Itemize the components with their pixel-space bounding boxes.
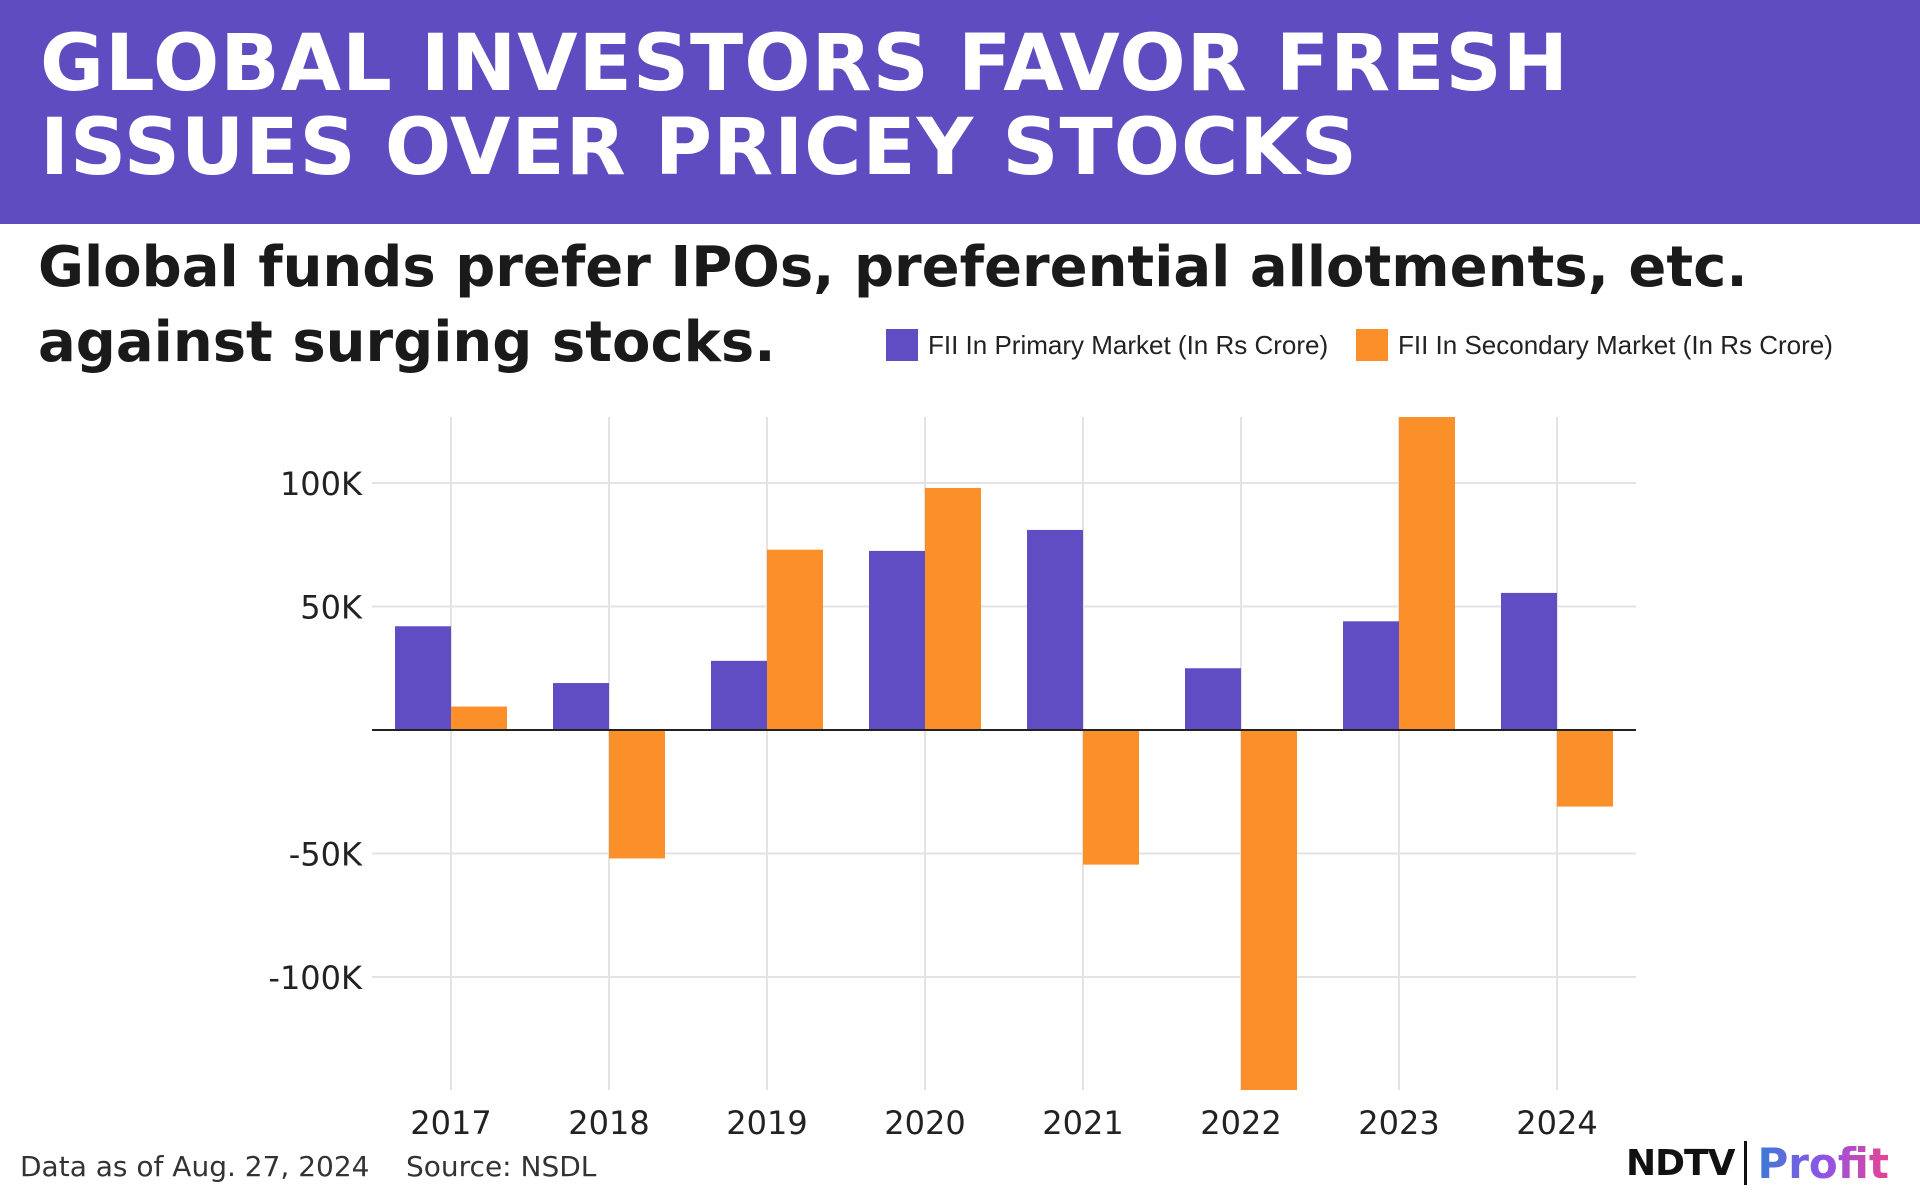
x-tick-label: 2019 (726, 1104, 807, 1142)
bar-secondary (1399, 417, 1455, 730)
chart-title: GLOBAL INVESTORS FAVOR FRESH ISSUES OVER… (40, 22, 1569, 190)
header-banner: GLOBAL INVESTORS FAVOR FRESH ISSUES OVER… (0, 0, 1920, 224)
y-tick-label: -100K (268, 959, 363, 997)
chart-title-line-1: GLOBAL INVESTORS FAVOR FRESH (40, 19, 1569, 109)
legend-swatch-primary (886, 329, 918, 361)
bar-primary (869, 550, 925, 730)
bar-secondary (1083, 730, 1139, 865)
y-tick-label: 100K (280, 465, 363, 503)
bar-primary (553, 683, 609, 730)
source-note: Source: NSDL (406, 1150, 597, 1183)
bar-secondary (1557, 730, 1613, 807)
chart-subtitle-line-2: against surging stocks. (38, 310, 776, 375)
x-tick-label: 2024 (1516, 1104, 1597, 1142)
x-tick-label: 2020 (884, 1104, 965, 1142)
legend-label-secondary: FII In Secondary Market (In Rs Crore) (1398, 329, 1833, 360)
chart-title-line-2: ISSUES OVER PRICEY STOCKS (40, 103, 1358, 193)
y-tick-label: -50K (289, 836, 363, 874)
bar-secondary (1241, 730, 1297, 1090)
bar-primary (395, 626, 451, 730)
chart-subtitle-line-1: Global funds prefer IPOs, preferential a… (38, 235, 1748, 300)
x-tick-label: 2022 (1200, 1104, 1281, 1142)
legend-item-secondary: FII In Secondary Market (In Rs Crore) (1356, 328, 1833, 362)
x-tick-label: 2017 (410, 1104, 491, 1142)
x-tick-label: 2021 (1042, 1104, 1123, 1142)
bar-secondary (767, 549, 823, 730)
bar-primary (1343, 621, 1399, 730)
logo-product-text: Profit (1757, 1138, 1889, 1188)
logo-brand-text: NDTV (1626, 1142, 1735, 1184)
bar-primary (711, 660, 767, 730)
bar-primary (1185, 668, 1241, 730)
bar-secondary (925, 487, 981, 730)
bar-secondary (451, 706, 507, 730)
ndtv-profit-logo: NDTV Profit (1626, 1138, 1889, 1188)
legend-swatch-secondary (1356, 329, 1388, 361)
legend-item-primary: FII In Primary Market (In Rs Crore) (886, 328, 1328, 362)
legend-label-primary: FII In Primary Market (In Rs Crore) (928, 329, 1329, 360)
bar-primary (1027, 529, 1083, 730)
y-tick-label: 50K (300, 589, 363, 627)
logo-divider (1744, 1141, 1748, 1185)
bar-secondary (609, 730, 665, 859)
x-tick-label: 2023 (1358, 1104, 1439, 1142)
chart-subtitle: Global funds prefer IPOs, preferential a… (38, 230, 1748, 380)
data-date-note: Data as of Aug. 27, 2024 (20, 1150, 370, 1183)
bar-primary (1501, 592, 1557, 730)
x-tick-label: 2018 (568, 1104, 649, 1142)
